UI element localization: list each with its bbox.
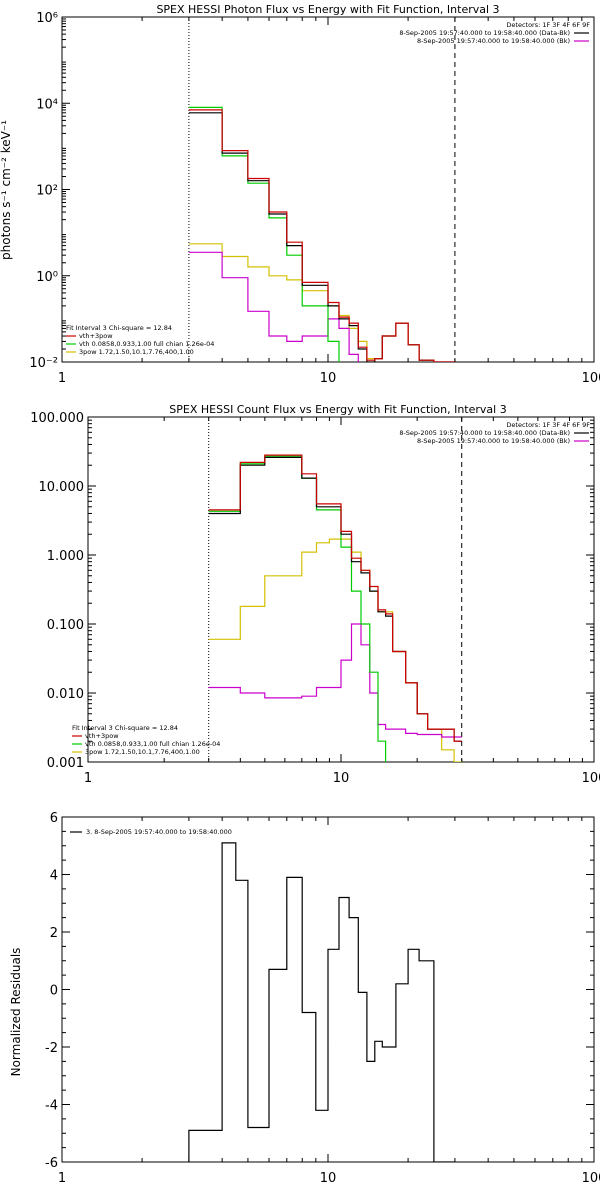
y-tick-label: 1.000 (47, 549, 84, 564)
y-tick-label: 10⁻² (29, 356, 58, 371)
x-axis: 1 10 100 (58, 17, 600, 386)
x-tick-label: 100 (582, 1171, 600, 1186)
x-tick-label: 1 (84, 771, 92, 786)
series-sum-line (208, 454, 462, 742)
series-group (188, 842, 455, 1162)
series-th-line (208, 623, 462, 738)
plot-frame (87, 416, 595, 763)
y-tick-label: 0.001 (47, 756, 84, 771)
series-vth-line (188, 106, 340, 362)
photon-flux-panel: SPEX HESSI Photon Flux vs Energy with Fi… (0, 3, 600, 386)
count-flux-title: SPEX HESSI Count Flux vs Energy with Fit… (169, 403, 506, 416)
y-tick-label: 0.010 (47, 687, 84, 702)
x-tick-label: 10 (333, 771, 350, 786)
x-tick-label: 10 (320, 1171, 337, 1186)
series-group (188, 106, 455, 362)
series-pow-line (208, 538, 462, 762)
legend-top-text: Detectors: 1F 3F 4F 6F 9F (506, 21, 590, 29)
series-pow-line (188, 243, 435, 362)
y-tick-label: -6 (45, 1156, 58, 1171)
x-axis: 1 10 100 (84, 417, 600, 786)
y-tick-label: 10⁴ (36, 97, 58, 112)
y-tick-label: 10.000 (39, 480, 85, 495)
y-tick-label: -2 (45, 1041, 58, 1056)
series-group (208, 454, 462, 762)
y-tick-label: 0 (50, 984, 58, 999)
y-tick-label: 10² (36, 184, 58, 199)
series-th-line (188, 251, 359, 362)
legend-top-text: 8-Sep-2005 19:57:40.000 to 19:58:40.000 … (399, 29, 570, 37)
y-tick-label: 2 (50, 926, 58, 941)
y-axis: -6 -4 -2 0 2 4 6 (45, 811, 594, 1171)
legend-top-text: Detectors: 1F 3F 4F 6F 9F (506, 421, 590, 429)
residuals-panel: Normalized Residuals 1 10 100 -6 -4 -2 0 2 4 6 3. … (9, 811, 600, 1186)
count-flux-panel: SPEX HESSI Count Flux vs Energy with Fit… (30, 403, 600, 786)
legend-bottom-text: 3pow 1.72,1.50,10.1,7.76,400,1.00 (79, 348, 194, 356)
y-tick-label: 4 (50, 869, 58, 884)
legend-bottom-text: vth 0.0858,0.933,1.00 full chian 1.26e-0… (85, 740, 220, 748)
x-tick-label: 100 (582, 771, 600, 786)
y-tick-label: -4 (45, 1099, 58, 1114)
legend-top-text: 8-Sep-2005 19:57:40.000 to 19:58:40.000 … (417, 437, 570, 445)
legend-bottom-text: vth+3pow (79, 332, 113, 340)
y-axis: 0.001 0.010 0.100 1.000 10.000 100.000 (30, 411, 594, 771)
x-tick-label: 10 (320, 371, 337, 386)
legend-bottom-text: vth 0.0858,0.933,1.00 full chian 1.26e-0… (79, 340, 214, 348)
legend-bottom-text: 3pow 1.72,1.50,10.1,7.76,400,1.00 (85, 748, 200, 756)
series-total-line (208, 456, 462, 742)
series-sum-line (188, 109, 455, 362)
y-tick-label: 10⁶ (36, 11, 58, 26)
x-tick-label: 100 (582, 371, 600, 386)
x-tick-label: 1 (58, 1171, 66, 1186)
legend-top-text: 8-Sep-2005 19:57:40.000 to 19:58:40.000 … (399, 429, 570, 437)
y-tick-label: 10⁰ (36, 270, 58, 285)
legend-bottom-text: Fit Interval 3 Chi-square = 12.84 (72, 724, 178, 732)
x-axis: 1 10 100 (58, 817, 600, 1186)
legend-bottom-text: Fit Interval 3 Chi-square = 12.84 (66, 324, 172, 332)
legend-top-text: 8-Sep-2005 19:57:40.000 to 19:58:40.000 … (417, 37, 570, 45)
photon-flux-ylabel: photons s⁻¹ cm⁻² keV⁻¹ (0, 120, 13, 260)
series-total-line (188, 842, 455, 1162)
x-tick-label: 1 (58, 371, 66, 386)
y-tick-label: 0.100 (47, 618, 84, 633)
legend-bottom-text: vth+3pow (85, 732, 119, 740)
residuals-ylabel: Normalized Residuals (9, 948, 23, 1077)
photon-flux-title: SPEX HESSI Photon Flux vs Energy with Fi… (156, 3, 499, 16)
y-axis: 10⁻² 10⁰ 10² 10⁴ 10⁶ (29, 11, 70, 371)
y-tick-label: 6 (50, 811, 58, 826)
y-tick-label: 100.000 (30, 411, 84, 426)
legend-left-text: 3. 8-Sep-2005 19:57:40.000 to 19:58:40.0… (86, 828, 232, 836)
